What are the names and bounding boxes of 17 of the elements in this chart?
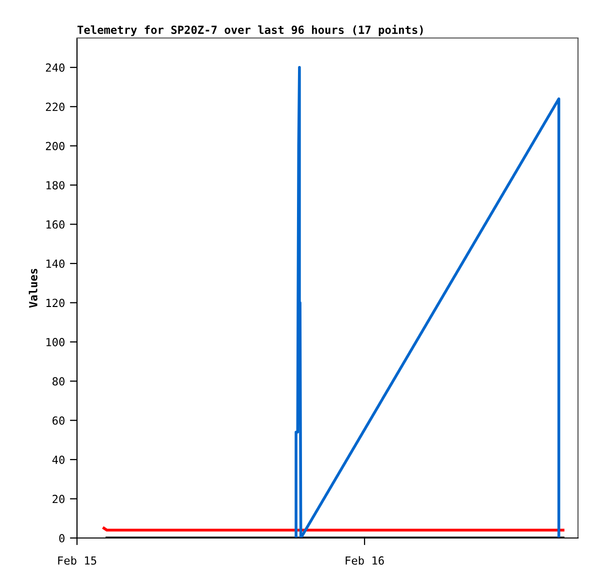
y-tick-label: 40 bbox=[52, 456, 64, 464]
y-tick-label: 140 bbox=[46, 259, 64, 268]
x-tick-label: Feb 16 bbox=[346, 556, 384, 565]
y-tick-label: 160 bbox=[46, 220, 64, 229]
x-tick-label: Feb 15 bbox=[58, 556, 96, 565]
y-tick-label: 200 bbox=[46, 142, 64, 150]
chart-title: Telemetry for SP20Z-7 over last 96 hours (17 points) bbox=[77, 24, 423, 36]
y-tick-label: 120 bbox=[46, 298, 64, 308]
y-tick-label: 240 bbox=[46, 63, 64, 72]
y-tick-label: 220 bbox=[46, 102, 64, 112]
y-tick-label: 100 bbox=[46, 338, 64, 346]
y-tick-label: 180 bbox=[46, 181, 64, 190]
y-tick-label: 60 bbox=[52, 416, 64, 425]
y-tick-label: 80 bbox=[52, 377, 64, 386]
y-tick-label: 0 bbox=[59, 534, 64, 542]
y-axis-title: Values bbox=[28, 268, 38, 308]
y-tick-label: 20 bbox=[52, 494, 64, 504]
